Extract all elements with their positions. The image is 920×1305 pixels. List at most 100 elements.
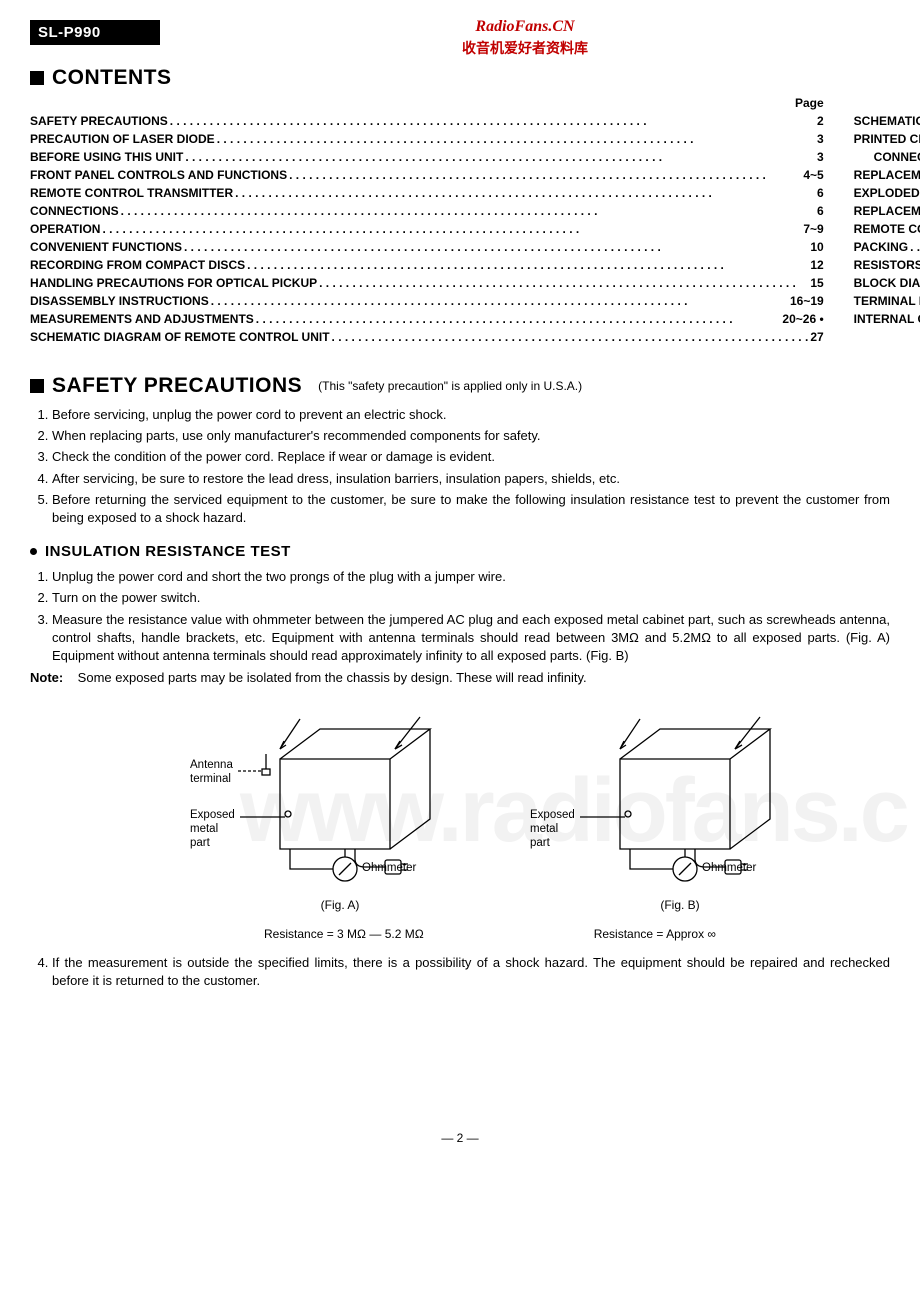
list-item: After servicing, be sure to restore the … — [52, 470, 890, 488]
toc-row: REMOTE CONTROL UNIT PARTS . . . . . . . … — [854, 220, 920, 238]
top-watermark: RadioFans.CN 收音机爱好者资料库 — [160, 18, 890, 58]
safety-title: SAFETY PRECAUTIONS — [52, 374, 302, 398]
toc-page: 15 — [810, 274, 823, 292]
toc-dots: . . . . . . . . . . . . . . . . . . . . … — [910, 238, 920, 256]
toc-row: FRONT PANEL CONTROLS AND FUNCTIONS . . .… — [30, 166, 824, 184]
toc-dots: . . . . . . . . . . . . . . . . . . . . … — [217, 130, 815, 148]
toc-row: MEASUREMENTS AND ADJUSTMENTS . . . . . .… — [30, 310, 824, 328]
toc-row: BLOCK DIAGRAM . . . . . . . . . . . . . … — [854, 274, 920, 292]
toc-label: SCHEMATIC DIAGRAM — [854, 112, 920, 130]
fig-b-caption: (Fig. B) — [530, 898, 830, 912]
list-item: Before returning the serviced equipment … — [52, 491, 890, 527]
figure-b: Exposedmetalpart Ohmmeter — [530, 699, 830, 909]
toc-label: RECORDING FROM COMPACT DISCS — [30, 256, 245, 274]
toc-row: CONNECTIONS . . . . . . . . . . . . . . … — [30, 202, 824, 220]
toc-row: SCHEMATIC DIAGRAM OF REMOTE CONTROL UNIT… — [30, 328, 824, 346]
contents-title: CONTENTS — [52, 66, 172, 90]
toc-row: REPLACEMENT PARTS LIST (Electric parts) … — [854, 166, 920, 184]
toc-page: 6 — [817, 184, 824, 202]
figures-row: Antennaterminal Exposedmetalpart Ohmmete… — [130, 699, 890, 909]
toc-page: 2 — [817, 112, 824, 130]
toc-label: TERMINAL FUNCTION OF LSI — [854, 292, 920, 310]
insulation-heading: INSULATION RESISTANCE TEST — [45, 543, 291, 560]
fig-a-caption: (Fig. A) — [190, 898, 490, 912]
toc-label: CONNECTION DIAGRAM — [854, 148, 920, 166]
toc-row: CONNECTION DIAGRAM . . . . . . . . . . .… — [854, 148, 920, 166]
insulation-heading-row: INSULATION RESISTANCE TEST — [30, 543, 890, 560]
toc-dots: . . . . . . . . . . . . . . . . . . . . … — [247, 256, 808, 274]
toc-label: OPERATION — [30, 220, 100, 238]
toc-row: PRINTED CIRCUIT BOARD AND — [854, 130, 920, 148]
toc-label: FRONT PANEL CONTROLS AND FUNCTIONS — [30, 166, 287, 184]
note-line: Note: Some exposed parts may be isolated… — [30, 669, 890, 687]
exposed-label: Exposedmetalpart — [530, 809, 575, 850]
toc-row: BEFORE USING THIS UNIT . . . . . . . . .… — [30, 148, 824, 166]
toc-dots: . . . . . . . . . . . . . . . . . . . . … — [121, 202, 815, 220]
list-item: When replacing parts, use only manufactu… — [52, 427, 890, 445]
figure-a-svg — [190, 699, 490, 889]
toc-dots: . . . . . . . . . . . . . . . . . . . . … — [332, 328, 809, 346]
safety-heading: SAFETY PRECAUTIONS (This "safety precaut… — [30, 374, 890, 398]
resistance-row: Resistance = 3 MΩ — 5.2 MΩ Resistance = … — [90, 927, 890, 941]
note-prefix: Note: — [30, 670, 63, 685]
page-number: — 2 — — [30, 1131, 890, 1145]
toc-page: 12 — [810, 256, 823, 274]
toc-page: 10 — [810, 238, 823, 256]
toc-page-header: Page — [854, 96, 920, 110]
toc-label: INTERNAL CONNECTION OF FL — [854, 310, 920, 328]
toc-label: SAFETY PRECAUTIONS — [30, 112, 168, 130]
toc-page: 4~5 — [803, 166, 823, 184]
page-content: SL-P990 RadioFans.CN 收音机爱好者资料库 CONTENTS … — [0, 0, 920, 1185]
toc-label: REPLACEMENT PARTS LIST (Mechanical parts… — [854, 202, 920, 220]
toc-page: 20~26 • — [782, 310, 823, 328]
resistance-b: Resistance = Approx ∞ — [594, 927, 716, 941]
bullet-icon — [30, 548, 37, 555]
watermark-en: RadioFans.CN — [160, 18, 890, 36]
toc-row: EXPLODED VIEWS . . . . . . . . . . . . .… — [854, 184, 920, 202]
antenna-label: Antennaterminal — [190, 759, 233, 787]
note-text: Some exposed parts may be isolated from … — [78, 670, 587, 685]
toc-page: 3 — [817, 148, 824, 166]
toc-label: PACKING — [854, 238, 908, 256]
toc-label: CONNECTIONS — [30, 202, 119, 220]
toc-row: RECORDING FROM COMPACT DISCS . . . . . .… — [30, 256, 824, 274]
header-bar: SL-P990 RadioFans.CN 收音机爱好者资料库 — [30, 20, 890, 58]
figure-b-svg — [530, 699, 830, 889]
list-item: Turn on the power switch. — [52, 589, 890, 607]
list-item: Check the condition of the power cord. R… — [52, 448, 890, 466]
toc-dots: . . . . . . . . . . . . . . . . . . . . … — [170, 112, 815, 130]
toc-row: PRECAUTION OF LASER DIODE . . . . . . . … — [30, 130, 824, 148]
toc-row: REMOTE CONTROL TRANSMITTER . . . . . . .… — [30, 184, 824, 202]
watermark-cn: 收音机爱好者资料库 — [160, 38, 890, 58]
toc-page: 3 — [817, 130, 824, 148]
model-badge: SL-P990 — [30, 20, 160, 45]
toc-row: REPLACEMENT PARTS LIST (Mechanical parts… — [854, 202, 920, 220]
contents-heading: CONTENTS — [30, 66, 890, 90]
toc-dots: . . . . . . . . . . . . . . . . . . . . … — [184, 238, 808, 256]
toc-label: REMOTE CONTROL UNIT PARTS — [854, 220, 920, 238]
toc-row: DISASSEMBLY INSTRUCTIONS . . . . . . . .… — [30, 292, 824, 310]
toc-label: BLOCK DIAGRAM — [854, 274, 920, 292]
toc-label: DISASSEMBLY INSTRUCTIONS — [30, 292, 209, 310]
toc-dots: . . . . . . . . . . . . . . . . . . . . … — [319, 274, 808, 292]
toc-label: REPLACEMENT PARTS LIST (Electric parts) — [854, 166, 920, 184]
safety-precautions-list: Before servicing, unplug the power cord … — [30, 406, 890, 527]
toc-label: REMOTE CONTROL TRANSMITTER — [30, 184, 233, 202]
item-4: If the measurement is outside the specif… — [52, 954, 890, 990]
toc-page-header: Page — [30, 96, 824, 110]
toc-label: PRINTED CIRCUIT BOARD AND — [854, 130, 920, 148]
toc-label: MEASUREMENTS AND ADJUSTMENTS — [30, 310, 254, 328]
toc-row: TERMINAL FUNCTION OF LSI . . . . . . . .… — [854, 292, 920, 310]
toc-dots: . . . . . . . . . . . . . . . . . . . . … — [211, 292, 788, 310]
square-bullet-icon — [30, 379, 44, 393]
toc-dots: . . . . . . . . . . . . . . . . . . . . … — [289, 166, 801, 184]
insulation-test-list: Unplug the power cord and short the two … — [30, 568, 890, 665]
item-4-list: If the measurement is outside the specif… — [30, 954, 890, 990]
list-item: Unplug the power cord and short the two … — [52, 568, 890, 586]
toc-label: CONVENIENT FUNCTIONS — [30, 238, 182, 256]
safety-note: (This "safety precaution" is applied onl… — [318, 379, 582, 393]
list-item: Before servicing, unplug the power cord … — [52, 406, 890, 424]
table-of-contents: Page SAFETY PRECAUTIONS . . . . . . . . … — [30, 96, 890, 346]
toc-label: PRECAUTION OF LASER DIODE — [30, 130, 215, 148]
toc-label: RESISTORS AND CAPACITORS — [854, 256, 920, 274]
